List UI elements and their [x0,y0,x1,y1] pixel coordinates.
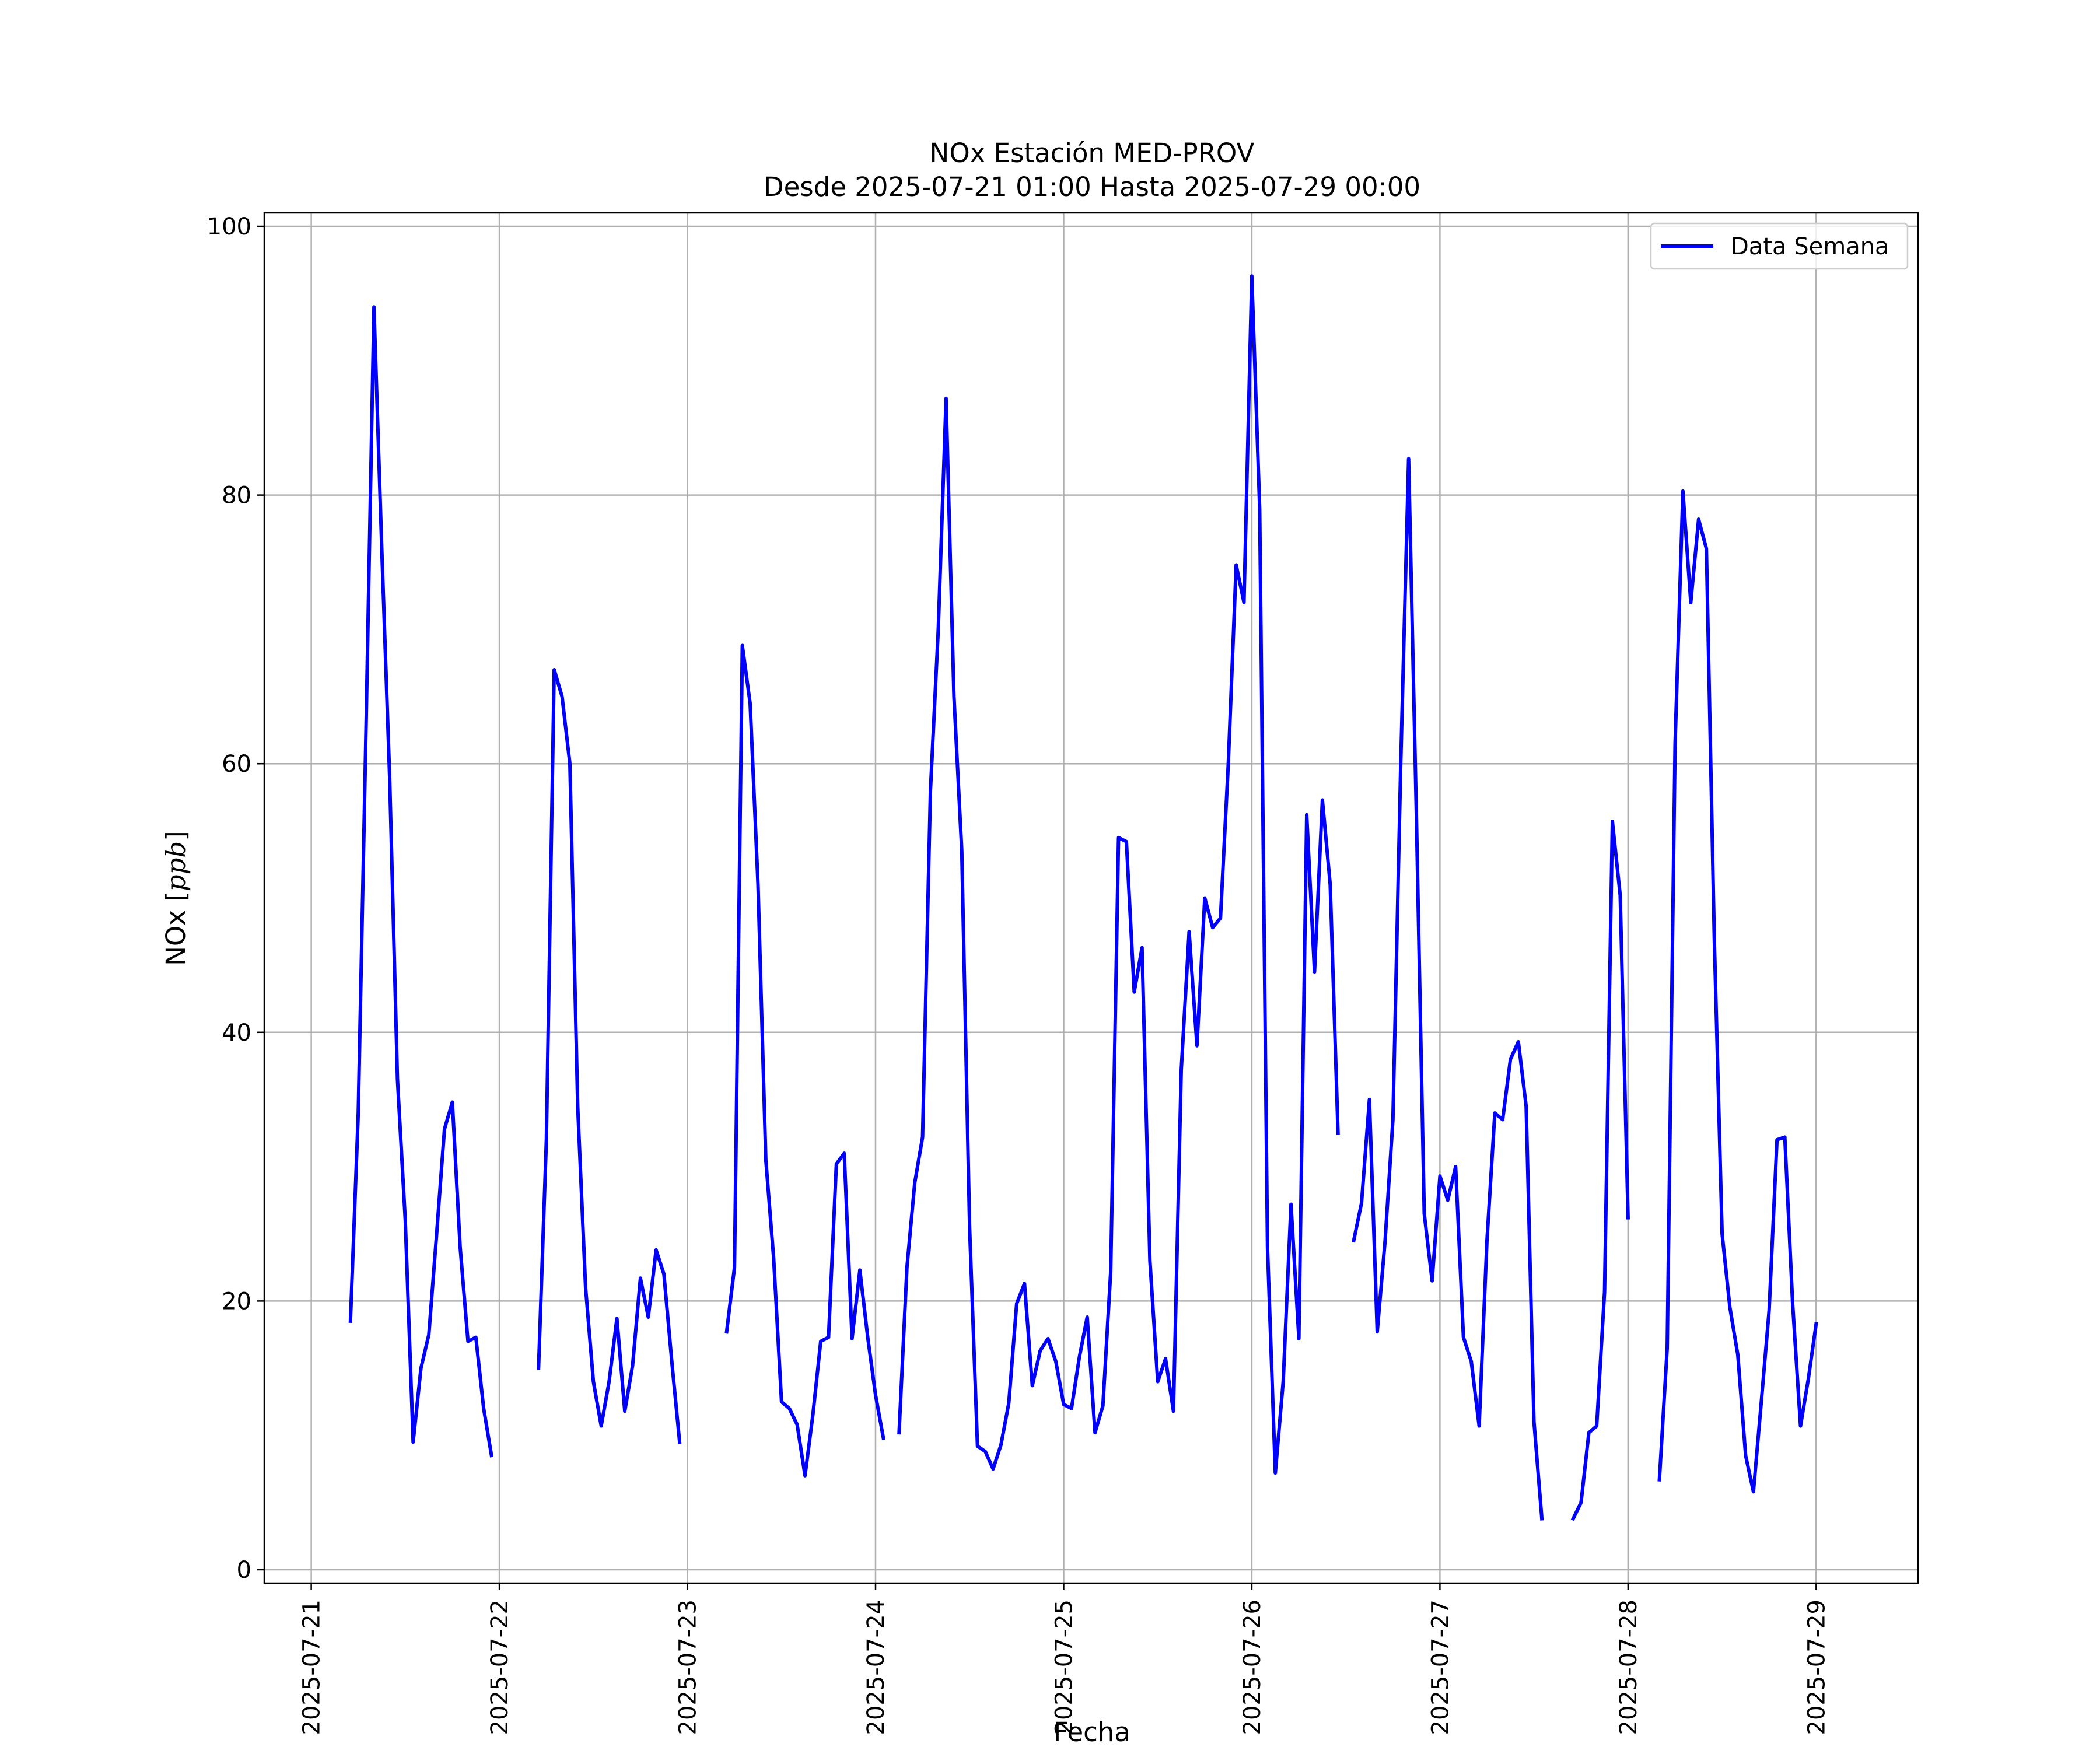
x-tick-label: 2025-07-27 [1427,1600,1454,1735]
series-line-segment [724,643,886,1478]
chart-subtitle: Desde 2025-07-21 01:00 Hasta 2025-07-29 … [764,172,1420,202]
legend-label-data-semana: Data Semana [1731,233,1889,260]
x-tick-label: 2025-07-26 [1239,1600,1266,1735]
x-tick-label: 2025-07-21 [299,1600,326,1735]
x-axis: 2025-07-21 2025-07-22 2025-07-23 2025-07-24… [299,1583,1830,1735]
x-tick-label: 2025-07-29 [1803,1600,1830,1735]
y-tick-label: 60 [222,751,251,778]
y-axis: 0 20 40 60 80 100 [207,214,264,1584]
y-tick-label: 100 [207,214,251,240]
series-line-segment [348,305,494,1458]
y-tick-label: 40 [222,1020,251,1046]
chart-title: NOx Estación MED-PROV [930,138,1255,169]
legend-box [1650,222,1909,270]
y-axis-title: NOx [ppb] [160,831,191,966]
x-tick-label: 2025-07-24 [863,1600,890,1735]
grid [264,213,1918,1583]
x-axis-title: Fecha [1054,1717,1130,1748]
legend: Data Semana [1650,222,1909,270]
x-tick-label: 2025-07-25 [1051,1600,1077,1735]
series-line-segment [897,274,1340,1475]
series-line-segment [537,668,682,1444]
x-tick-label: 2025-07-28 [1615,1600,1642,1735]
x-tick-label: 2025-07-22 [487,1600,513,1735]
series-data-semana [348,274,1818,1521]
series-line-segment [1352,457,1544,1521]
series-line-segment [1657,489,1818,1494]
y-tick-label: 20 [222,1288,251,1315]
plot-frame [263,212,1919,1584]
y-tick-label: 80 [222,482,251,509]
y-tick-label: 0 [237,1557,251,1584]
series-line-segment [1570,820,1630,1521]
x-tick-label: 2025-07-23 [675,1600,702,1735]
